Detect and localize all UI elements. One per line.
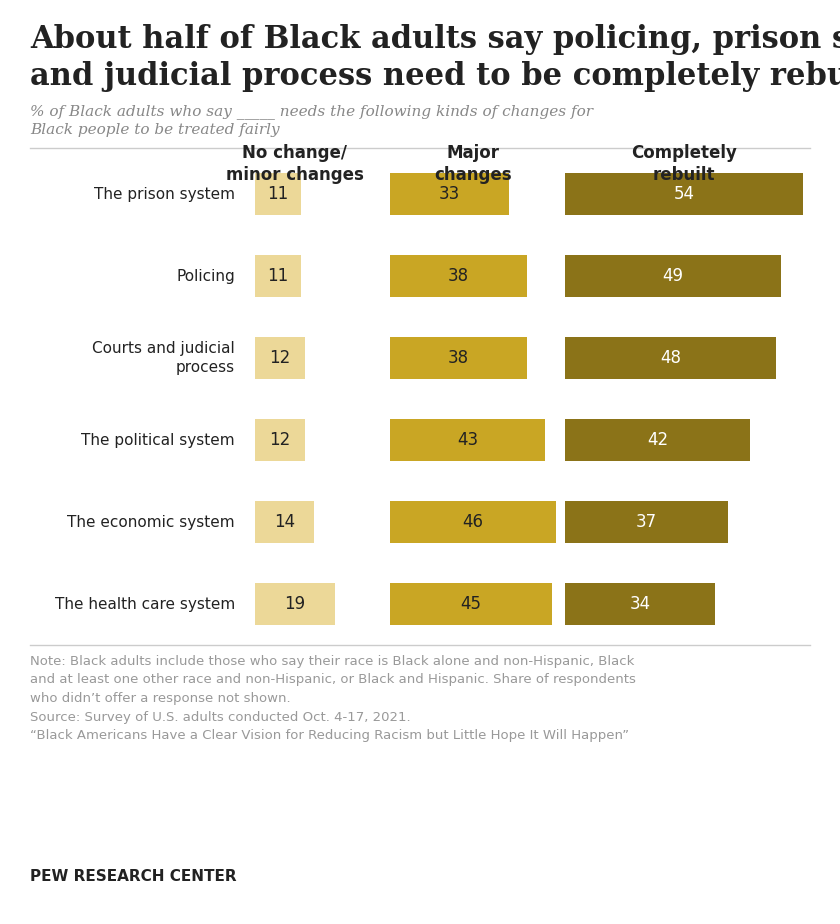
FancyBboxPatch shape xyxy=(390,337,527,379)
FancyBboxPatch shape xyxy=(565,337,776,379)
Text: 11: 11 xyxy=(267,185,289,203)
FancyBboxPatch shape xyxy=(390,173,509,215)
Text: The political system: The political system xyxy=(81,432,235,447)
Text: 12: 12 xyxy=(270,431,291,449)
FancyBboxPatch shape xyxy=(255,419,306,461)
Text: 38: 38 xyxy=(448,267,469,285)
FancyBboxPatch shape xyxy=(390,419,545,461)
Text: Note: Black adults include those who say their race is Black alone and non-Hispa: Note: Black adults include those who say… xyxy=(30,655,636,742)
Text: 14: 14 xyxy=(274,513,295,531)
FancyBboxPatch shape xyxy=(565,501,727,543)
Text: 45: 45 xyxy=(460,595,481,613)
Text: The economic system: The economic system xyxy=(67,515,235,529)
Text: 42: 42 xyxy=(647,431,668,449)
FancyBboxPatch shape xyxy=(255,583,335,625)
Text: The health care system: The health care system xyxy=(55,597,235,612)
Text: % of Black adults who say _____ needs the following kinds of changes for
Black p: % of Black adults who say _____ needs th… xyxy=(30,104,593,138)
Text: Policing: Policing xyxy=(176,269,235,284)
Text: About half of Black adults say policing, prison system
and judicial process need: About half of Black adults say policing,… xyxy=(30,24,840,92)
Text: 38: 38 xyxy=(448,349,469,367)
Text: 48: 48 xyxy=(660,349,681,367)
FancyBboxPatch shape xyxy=(255,501,314,543)
Text: PEW RESEARCH CENTER: PEW RESEARCH CENTER xyxy=(30,869,237,884)
Text: 19: 19 xyxy=(284,595,306,613)
FancyBboxPatch shape xyxy=(565,173,802,215)
Text: 34: 34 xyxy=(629,595,650,613)
Text: 12: 12 xyxy=(270,349,291,367)
Text: Completely
rebuilt: Completely rebuilt xyxy=(631,144,737,184)
Text: 54: 54 xyxy=(674,185,695,203)
FancyBboxPatch shape xyxy=(390,501,555,543)
Text: 33: 33 xyxy=(438,185,460,203)
FancyBboxPatch shape xyxy=(255,255,302,297)
Text: No change/
minor changes: No change/ minor changes xyxy=(226,144,364,184)
FancyBboxPatch shape xyxy=(255,173,302,215)
Text: The prison system: The prison system xyxy=(94,187,235,201)
Text: Courts and judicial
process: Courts and judicial process xyxy=(92,341,235,375)
FancyBboxPatch shape xyxy=(565,419,750,461)
FancyBboxPatch shape xyxy=(390,255,527,297)
Text: Major
changes: Major changes xyxy=(434,144,512,184)
Text: 11: 11 xyxy=(267,267,289,285)
FancyBboxPatch shape xyxy=(390,583,552,625)
Text: 49: 49 xyxy=(662,267,683,285)
Text: 43: 43 xyxy=(457,431,478,449)
FancyBboxPatch shape xyxy=(565,583,715,625)
Text: 37: 37 xyxy=(636,513,657,531)
FancyBboxPatch shape xyxy=(565,255,780,297)
FancyBboxPatch shape xyxy=(255,337,306,379)
Text: 46: 46 xyxy=(462,513,483,531)
